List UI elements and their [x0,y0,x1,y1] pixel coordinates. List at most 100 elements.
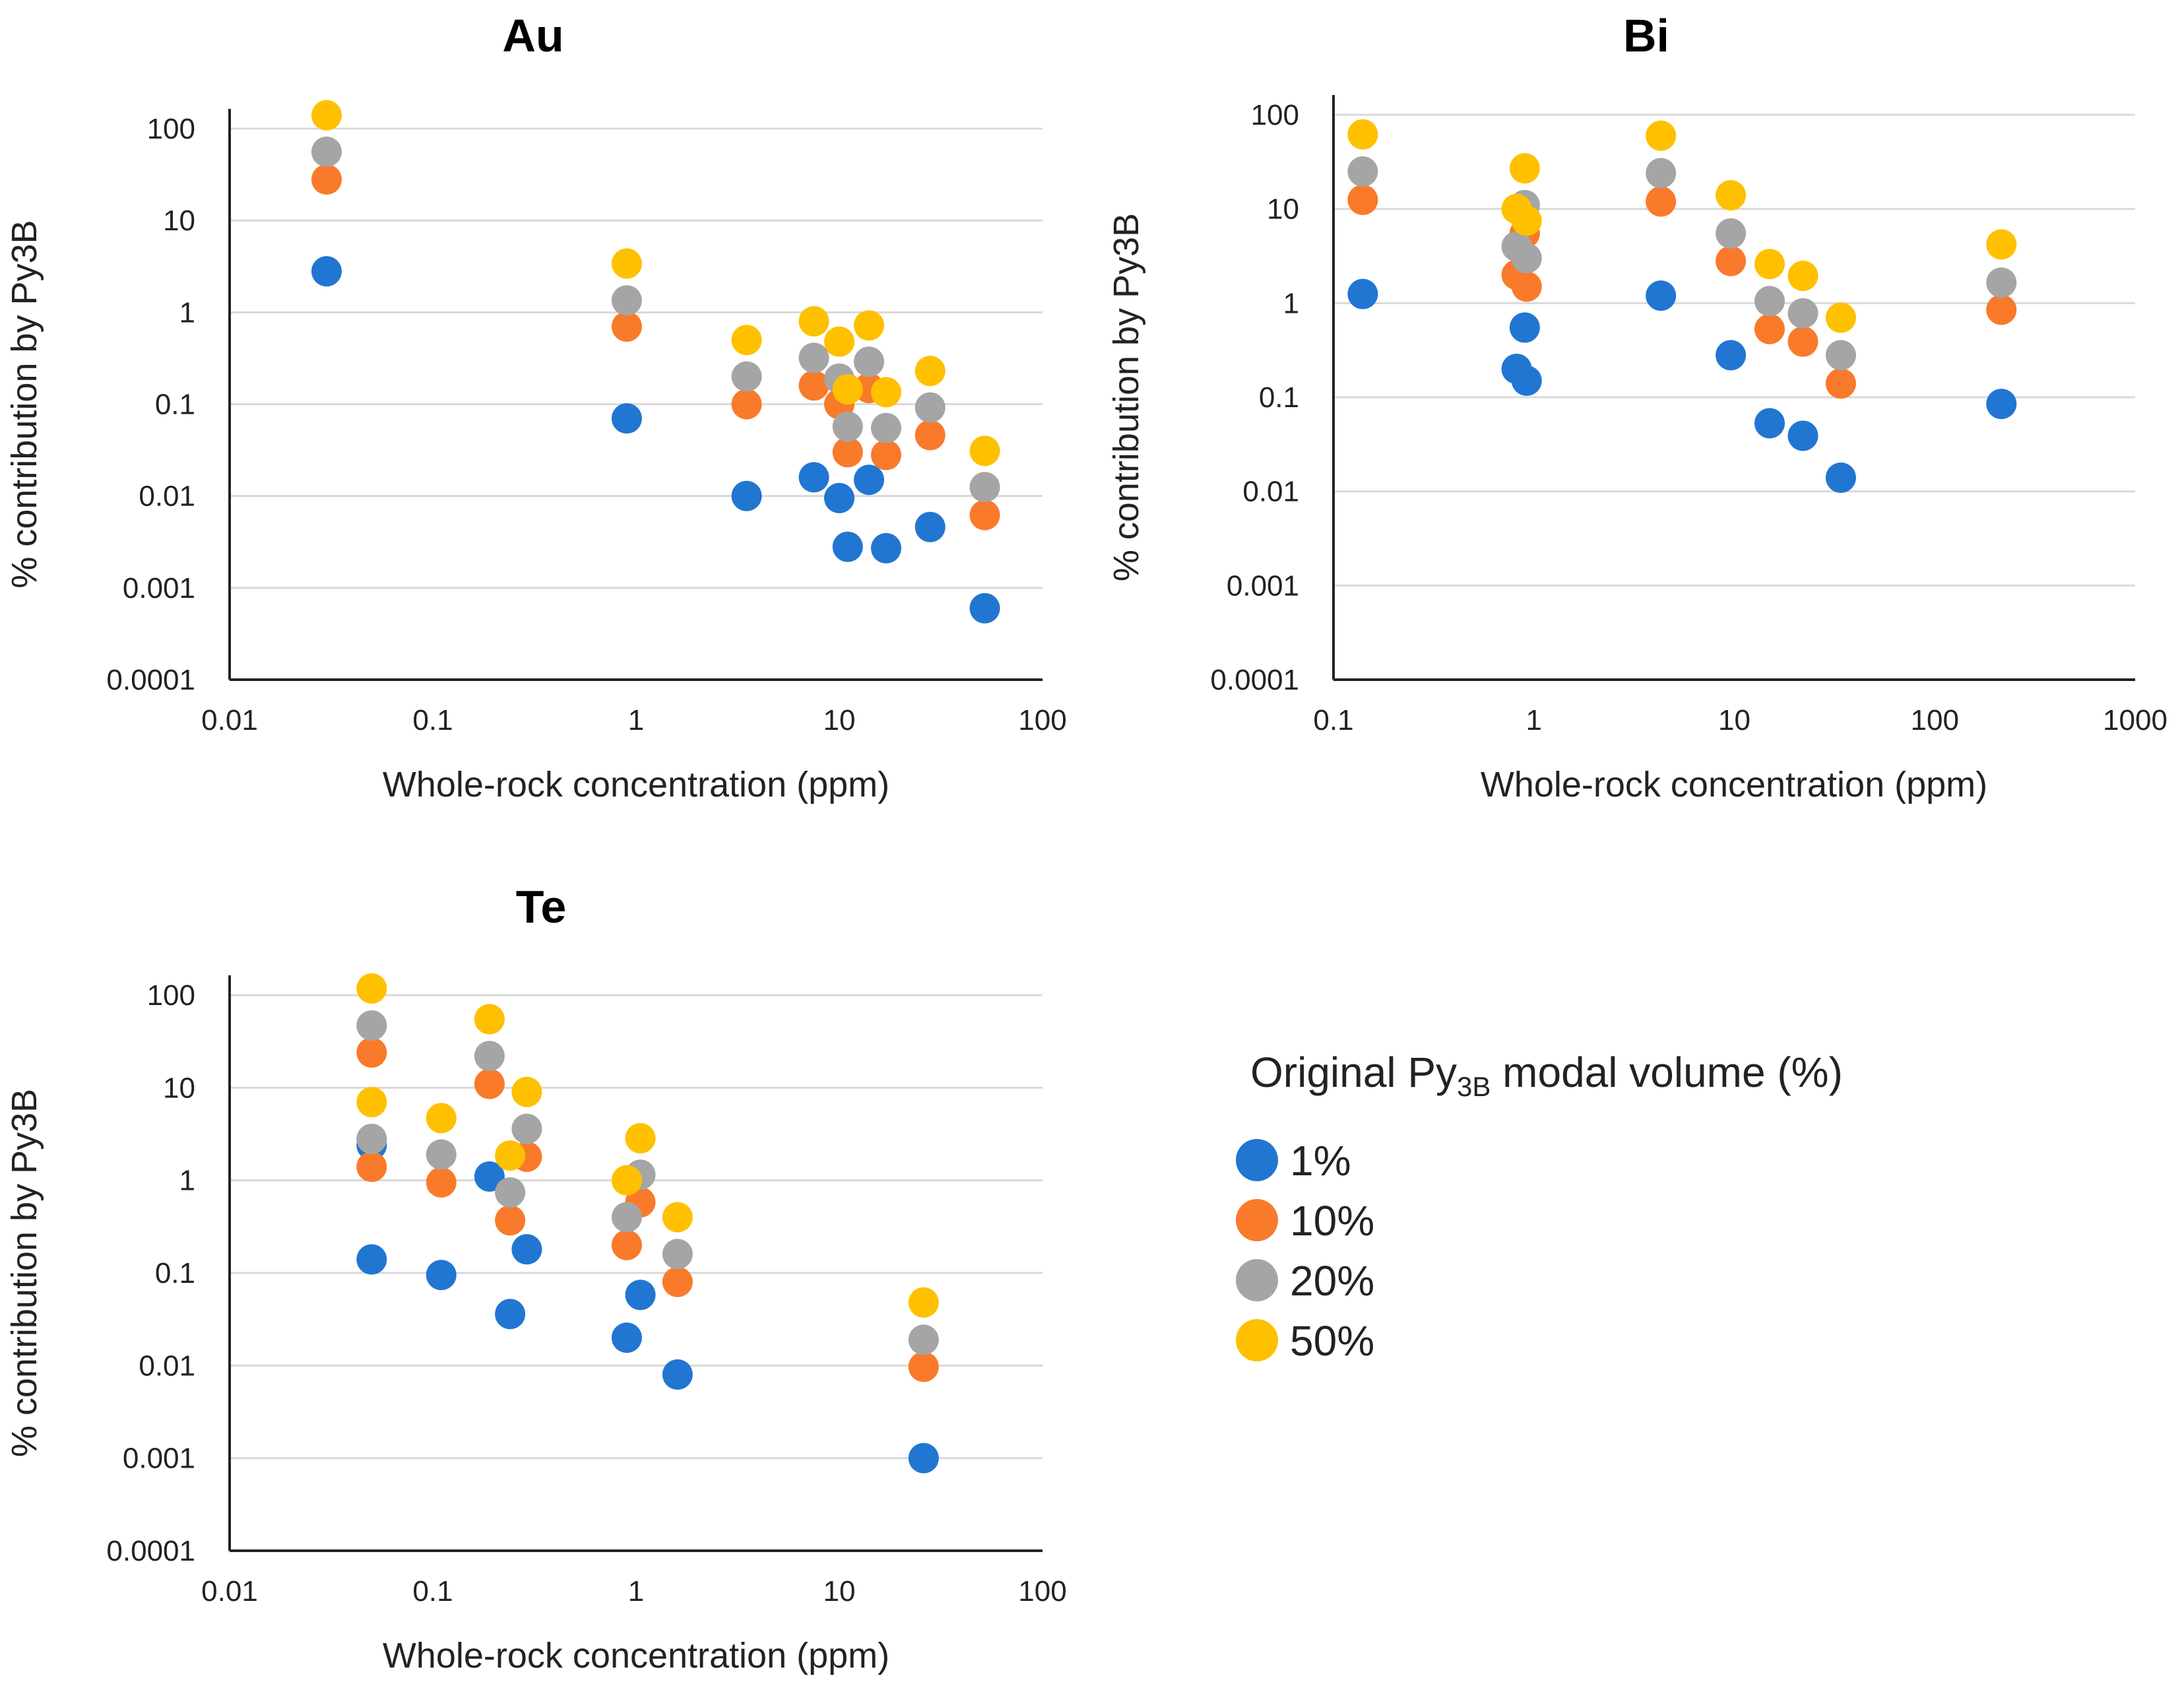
data-point [870,439,901,471]
x-tick-label: 100 [1018,704,1066,736]
data-point [915,392,946,423]
data-point [915,356,946,387]
data-point [356,1010,387,1041]
data-point [1986,294,2017,325]
data-point [1347,156,1378,187]
data-point [356,1152,387,1183]
data-point [1511,243,1542,274]
legend-entry-20: 20% [1236,1257,1374,1305]
data-point [798,342,829,374]
y-tick-label: 10 [163,205,195,237]
data-point [1646,120,1677,151]
data-point [611,1202,642,1233]
data-point [1825,340,1856,371]
data-point [474,1161,505,1192]
data-point [969,472,1000,503]
y-tick-label: 10 [1267,193,1299,226]
data-point [662,1359,693,1390]
chart-title: Au [502,10,563,61]
legend-label-10: 10% [1290,1197,1374,1245]
data-point [426,1103,457,1134]
data-point [1716,179,1747,211]
data-point [969,593,1000,624]
data-point [1754,408,1785,439]
data-point [1986,267,2017,298]
legend-title-main: Original Py [1250,1049,1457,1096]
y-tick-label: 1 [179,296,195,329]
y-axis-label: % contribution by Py3B [5,1089,44,1457]
x-tick-label: 0.1 [412,704,453,736]
y-tick-label: 0.01 [139,480,195,513]
data-point [1347,119,1378,150]
data-point [1646,186,1677,217]
data-point [832,437,863,468]
data-point [1754,286,1785,317]
data-point [495,1177,526,1208]
x-tick-label: 1 [628,1575,644,1608]
data-point [915,511,946,542]
charts-group: Au 0.0001 0.001 0.01 0.1 1 10 100 0.01 0.1 1 10 100 W… [5,10,2168,1675]
y-tick-label: 0.1 [155,389,195,421]
data-point [474,1068,505,1099]
series-10pct [356,1037,939,1382]
series-20pct [1347,156,2017,371]
x-tick-label: 100 [1018,1575,1066,1608]
data-point [611,1322,642,1353]
data-point [1716,245,1747,276]
legend-label-20: 20% [1290,1257,1374,1305]
data-point [611,403,642,434]
data-point [1716,340,1747,371]
chart-title: Te [516,881,567,932]
data-point [731,325,762,356]
data-point [854,465,885,496]
legend-entry-1: 1% [1236,1137,1351,1185]
data-point [311,256,342,287]
data-point [915,420,946,451]
legend-title-sub: 3B [1457,1071,1491,1102]
x-tick-label: 0.01 [201,704,258,736]
legend-entry-10: 10% [1236,1197,1374,1245]
legend-marker-50 [1236,1319,1278,1361]
data-point [1646,280,1677,311]
data-point [870,377,901,408]
data-point [870,533,901,564]
data-point [511,1234,542,1265]
data-point [356,1244,387,1275]
y-tick-label: 100 [1251,99,1299,131]
y-axis-label: % contribution by Py3B [5,220,44,588]
series-1pct [1347,278,2017,493]
legend-label-1: 1% [1290,1137,1351,1185]
data-point [1986,229,2017,260]
x-axis-label: Whole-rock concentration (ppm) [383,765,889,804]
series-50pct [1347,119,2017,333]
y-tick-label: 100 [147,979,195,1012]
x-axis-label: Whole-rock concentration (ppm) [383,1636,889,1675]
data-point [311,137,342,168]
y-tick-label: 0.0001 [1210,664,1299,696]
data-point [1787,326,1818,357]
data-point [798,306,829,337]
data-point [908,1287,939,1318]
x-tick-label: 1 [1526,704,1542,736]
data-point [1511,365,1542,396]
series-50pct [356,973,939,1318]
data-point [1716,218,1747,249]
y-tick-label: 1 [179,1165,195,1197]
x-tick-label: 1000 [2103,704,2168,736]
data-point [1347,278,1378,309]
data-point [832,531,863,562]
y-tick-label: 0.001 [123,572,195,604]
data-point [356,973,387,1004]
data-point [662,1266,693,1297]
y-tick-label: 0.01 [1242,476,1299,508]
data-point [426,1139,457,1170]
data-point [474,1041,505,1072]
data-point [611,248,642,279]
data-point [832,374,863,405]
legend-marker-10 [1236,1199,1278,1241]
data-point [662,1202,693,1233]
data-point [832,411,863,442]
y-tick-label: 0.01 [139,1349,195,1382]
data-point [611,1229,642,1260]
data-point [311,164,342,195]
